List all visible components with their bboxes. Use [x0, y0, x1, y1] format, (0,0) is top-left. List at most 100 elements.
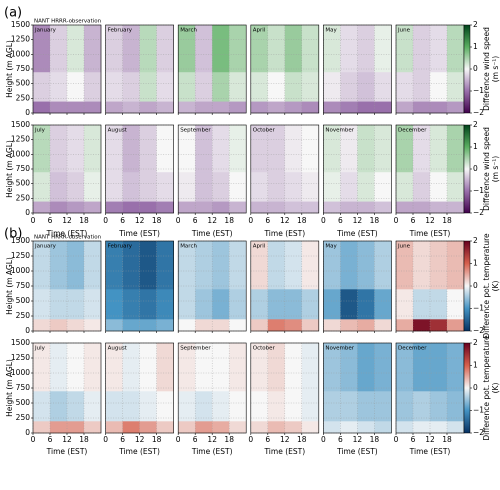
y-tick-label: 0 [25, 326, 30, 335]
heatmap-cell [447, 289, 465, 320]
heatmap-cell [323, 391, 341, 422]
heatmap-cell [430, 289, 448, 320]
heatmap-cell [67, 125, 85, 173]
heatmap-cell [340, 71, 358, 102]
heatmap-cell [323, 319, 341, 332]
heatmap-cell [178, 319, 196, 332]
panel-title: June [397, 28, 411, 34]
heatmap-cell [374, 343, 392, 392]
heatmap-cell [105, 171, 123, 202]
colorbar-tick-label: 2 [473, 338, 478, 347]
heatmap-cell [340, 25, 358, 73]
heatmap-cell [301, 25, 320, 73]
heatmap-cell [430, 421, 448, 434]
heatmap-cell [67, 421, 85, 434]
heatmap-cell [139, 343, 157, 392]
x-tick-label: 0 [321, 435, 326, 444]
heatmap-cell [156, 241, 174, 290]
heatmap-cell [195, 125, 213, 173]
heatmap-cell [156, 101, 174, 114]
heatmap-cell [374, 201, 392, 214]
x-tick-label: 18 [370, 216, 380, 225]
colorbar [463, 124, 471, 214]
heatmap-cell [284, 319, 303, 332]
heatmap-cell [396, 101, 414, 114]
heatmap-cell [50, 171, 68, 202]
heatmap-cell [284, 421, 303, 434]
y-tick-label: 1250 [11, 353, 30, 362]
heatmap-cell [178, 71, 196, 102]
subtitle: NANT HRRR-observation [34, 235, 102, 241]
heatmap-cell [156, 289, 174, 320]
x-tick-label: 12 [62, 435, 72, 444]
colorbar-label: (m s⁻¹) [491, 56, 500, 82]
x-tick-label: 6 [193, 216, 198, 225]
colorbar-tick-label: 1 [473, 259, 478, 268]
heatmap-cell [357, 101, 375, 114]
x-tick-label: 0 [31, 216, 36, 225]
heatmap-cell [50, 241, 68, 290]
colorbar-tick-label: 0 [473, 383, 478, 392]
heatmap-cell [250, 101, 269, 114]
y-tick-label: 1000 [11, 149, 30, 158]
heatmap-cell [447, 101, 465, 114]
x-tick-label: 18 [79, 216, 89, 225]
heatmap-cell [122, 319, 140, 332]
colorbar-label: (K) [491, 281, 500, 292]
heatmap-cell [156, 125, 174, 173]
y-axis-label: Height (m AGL) [5, 257, 14, 315]
y-tick-label: 0 [25, 208, 30, 217]
heatmap-cell [105, 241, 123, 290]
heatmap-cell [323, 125, 341, 173]
heatmap-cell [447, 343, 465, 392]
x-tick-label: 6 [411, 435, 416, 444]
heatmap-cell [323, 25, 341, 73]
panel-title: January [34, 244, 57, 250]
heatmap-cell [301, 391, 320, 422]
heatmap-cell [84, 101, 102, 114]
heatmap-cell [301, 343, 320, 392]
heatmap-cell [340, 101, 358, 114]
heatmap-cell [212, 125, 230, 173]
heatmap-cell [212, 171, 230, 202]
x-tick-label: 12 [425, 435, 435, 444]
heatmap-cell [357, 289, 375, 320]
heatmap-cell [50, 71, 68, 102]
colorbar-tick-label: 1 [473, 361, 478, 370]
colorbar [463, 24, 471, 114]
heatmap-cell [195, 319, 213, 332]
x-axis-label: Time (EST) [263, 447, 305, 456]
heatmap-cell [430, 25, 448, 73]
colorbar-tick-label: 1 [473, 142, 478, 151]
y-tick-label: 250 [16, 193, 31, 202]
y-tick-label: 250 [16, 93, 31, 102]
heatmap-cell [357, 171, 375, 202]
heatmap-cell [156, 391, 174, 422]
x-tick-label: 18 [297, 435, 307, 444]
x-tick-label: 6 [265, 435, 270, 444]
heatmap-cell [139, 25, 157, 73]
heatmap-cell [396, 343, 414, 392]
panel-title: June [397, 244, 411, 250]
heatmap-cell [250, 343, 269, 392]
heatmap-cell [50, 25, 68, 73]
heatmap-cell [250, 319, 269, 332]
heatmap-cell [178, 171, 196, 202]
heatmap-cell [413, 125, 431, 173]
heatmap-cell [84, 71, 102, 102]
heatmap-cell [447, 125, 465, 173]
heatmap-cell [139, 289, 157, 320]
heatmap-cell [357, 391, 375, 422]
heatmap-cell [250, 421, 269, 434]
panel-title: July [34, 346, 46, 352]
heatmap-cell [374, 391, 392, 422]
heatmap-cell [301, 289, 320, 320]
heatmap-cell [229, 343, 247, 392]
heatmap-cell [374, 421, 392, 434]
heatmap-cell [229, 101, 247, 114]
y-tick-label: 500 [16, 79, 31, 88]
x-tick-label: 0 [103, 435, 108, 444]
colorbar [463, 240, 471, 332]
heatmap-cell [33, 71, 51, 102]
x-axis-label: Time (EST) [46, 229, 88, 238]
